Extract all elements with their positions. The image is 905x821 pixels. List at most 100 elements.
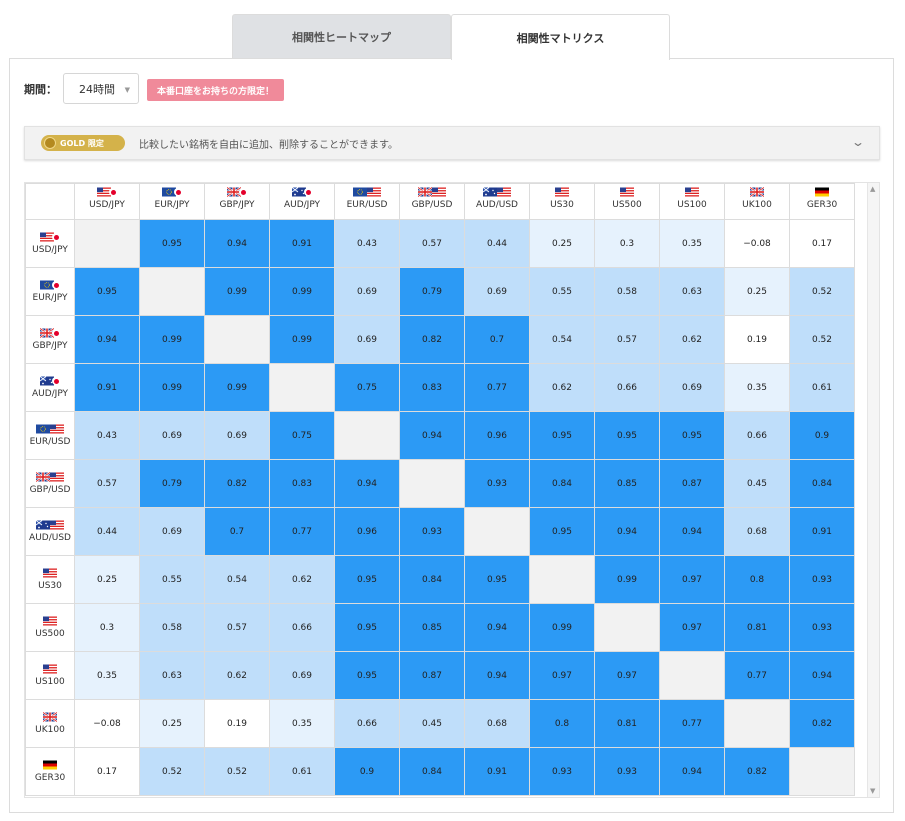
matrix-cell[interactable]: 0.95 <box>659 411 725 460</box>
matrix-cell[interactable]: 0.66 <box>594 363 660 412</box>
matrix-cell[interactable]: 0.52 <box>204 747 270 796</box>
matrix-cell[interactable]: 0.25 <box>139 699 205 748</box>
matrix-cell[interactable]: 0.94 <box>464 603 530 652</box>
matrix-cell[interactable]: 0.9 <box>334 747 400 796</box>
matrix-cell[interactable]: 0.25 <box>529 219 595 268</box>
matrix-cell[interactable]: 0.69 <box>269 651 335 700</box>
matrix-cell[interactable]: 0.77 <box>269 507 335 556</box>
matrix-cell[interactable]: 0.91 <box>464 747 530 796</box>
matrix-cell[interactable]: 0.66 <box>724 411 790 460</box>
matrix-cell[interactable]: 0.7 <box>204 507 270 556</box>
matrix-cell[interactable]: 0.99 <box>139 363 205 412</box>
matrix-cell[interactable]: 0.35 <box>724 363 790 412</box>
matrix-cell[interactable]: 0.84 <box>789 459 855 508</box>
matrix-cell[interactable]: 0.99 <box>269 315 335 364</box>
matrix-cell[interactable]: 0.94 <box>789 651 855 700</box>
tab-heatmap[interactable]: 相関性ヒートマップ <box>232 14 451 59</box>
matrix-cell[interactable]: 0.57 <box>594 315 660 364</box>
matrix-cell[interactable]: 0.94 <box>659 747 725 796</box>
matrix-cell[interactable]: 0.95 <box>334 603 400 652</box>
matrix-cell[interactable]: 0.69 <box>334 267 400 316</box>
matrix-cell[interactable]: 0.77 <box>464 363 530 412</box>
matrix-cell[interactable]: 0.94 <box>659 507 725 556</box>
matrix-cell[interactable]: 0.95 <box>139 219 205 268</box>
matrix-cell[interactable]: 0.69 <box>139 411 205 460</box>
matrix-cell[interactable]: 0.8 <box>724 555 790 604</box>
period-select[interactable]: 24時間 ▼ <box>63 73 139 104</box>
matrix-cell[interactable]: 0.83 <box>399 363 465 412</box>
matrix-cell[interactable]: 0.77 <box>724 651 790 700</box>
matrix-cell[interactable]: 0.58 <box>594 267 660 316</box>
matrix-cell[interactable]: 0.91 <box>269 219 335 268</box>
matrix-cell[interactable]: 0.85 <box>594 459 660 508</box>
matrix-cell[interactable]: 0.95 <box>334 555 400 604</box>
matrix-cell[interactable]: 0.93 <box>464 459 530 508</box>
gold-feature-bar[interactable]: GOLD 限定 比較したい銘柄を自由に追加、削除することができます。 ⌄ <box>24 126 880 160</box>
matrix-cell[interactable]: 0.69 <box>659 363 725 412</box>
scroll-down-icon[interactable]: ▼ <box>870 787 876 795</box>
matrix-cell[interactable]: 0.99 <box>204 267 270 316</box>
matrix-cell[interactable]: 0.7 <box>464 315 530 364</box>
matrix-cell[interactable]: 0.68 <box>464 699 530 748</box>
matrix-cell[interactable]: 0.93 <box>529 747 595 796</box>
matrix-cell[interactable]: 0.69 <box>464 267 530 316</box>
vertical-scrollbar[interactable]: ▲ ▼ <box>867 183 879 797</box>
matrix-cell[interactable]: 0.95 <box>529 411 595 460</box>
matrix-cell[interactable]: 0.66 <box>334 699 400 748</box>
matrix-cell[interactable]: 0.35 <box>74 651 140 700</box>
matrix-cell[interactable]: 0.19 <box>724 315 790 364</box>
matrix-cell[interactable]: 0.94 <box>74 315 140 364</box>
matrix-cell[interactable]: 0.52 <box>789 315 855 364</box>
matrix-cell[interactable]: 0.93 <box>594 747 660 796</box>
matrix-cell[interactable]: 0.97 <box>594 651 660 700</box>
matrix-cell[interactable]: 0.79 <box>399 267 465 316</box>
matrix-cell[interactable]: 0.84 <box>529 459 595 508</box>
matrix-cell[interactable]: 0.52 <box>139 747 205 796</box>
matrix-cell[interactable]: 0.95 <box>594 411 660 460</box>
matrix-cell[interactable]: 0.84 <box>399 555 465 604</box>
matrix-cell[interactable]: 0.77 <box>659 699 725 748</box>
matrix-cell[interactable]: 0.82 <box>399 315 465 364</box>
matrix-cell[interactable]: 0.99 <box>529 603 595 652</box>
matrix-cell[interactable]: 0.62 <box>659 315 725 364</box>
matrix-cell[interactable]: 0.57 <box>204 603 270 652</box>
matrix-cell[interactable]: 0.79 <box>139 459 205 508</box>
matrix-cell[interactable]: 0.52 <box>789 267 855 316</box>
matrix-cell[interactable]: 0.58 <box>139 603 205 652</box>
matrix-cell[interactable]: 0.8 <box>529 699 595 748</box>
chevron-down-icon[interactable]: ⌄ <box>850 135 866 149</box>
matrix-cell[interactable]: 0.84 <box>399 747 465 796</box>
matrix-cell[interactable]: 0.95 <box>74 267 140 316</box>
tab-matrix[interactable]: 相関性マトリクス <box>451 14 670 60</box>
matrix-cell[interactable]: 0.55 <box>139 555 205 604</box>
matrix-cell[interactable]: 0.25 <box>724 267 790 316</box>
matrix-cell[interactable]: 0.83 <box>269 459 335 508</box>
matrix-cell[interactable]: 0.99 <box>139 315 205 364</box>
matrix-cell[interactable]: 0.69 <box>204 411 270 460</box>
matrix-cell[interactable]: 0.94 <box>464 651 530 700</box>
matrix-cell[interactable]: 0.82 <box>724 747 790 796</box>
matrix-cell[interactable]: 0.95 <box>334 651 400 700</box>
matrix-cell[interactable]: 0.62 <box>204 651 270 700</box>
matrix-cell[interactable]: 0.95 <box>464 555 530 604</box>
matrix-cell[interactable]: 0.82 <box>789 699 855 748</box>
matrix-cell[interactable]: 0.54 <box>529 315 595 364</box>
matrix-cell[interactable]: 0.97 <box>529 651 595 700</box>
matrix-cell[interactable]: 0.69 <box>139 507 205 556</box>
matrix-cell[interactable]: 0.81 <box>594 699 660 748</box>
matrix-cell[interactable]: 0.45 <box>399 699 465 748</box>
matrix-cell[interactable]: 0.94 <box>594 507 660 556</box>
matrix-cell[interactable]: 0.66 <box>269 603 335 652</box>
matrix-cell[interactable]: 0.99 <box>594 555 660 604</box>
matrix-cell[interactable]: 0.35 <box>269 699 335 748</box>
matrix-cell[interactable]: 0.93 <box>789 603 855 652</box>
matrix-cell[interactable]: 0.69 <box>334 315 400 364</box>
matrix-cell[interactable]: 0.96 <box>464 411 530 460</box>
matrix-cell[interactable]: 0.63 <box>659 267 725 316</box>
matrix-cell[interactable]: 0.17 <box>74 747 140 796</box>
matrix-cell[interactable]: 0.62 <box>529 363 595 412</box>
matrix-cell[interactable]: 0.87 <box>399 651 465 700</box>
matrix-cell[interactable]: 0.3 <box>74 603 140 652</box>
matrix-cell[interactable]: 0.61 <box>789 363 855 412</box>
matrix-cell[interactable]: −0.08 <box>74 699 140 748</box>
